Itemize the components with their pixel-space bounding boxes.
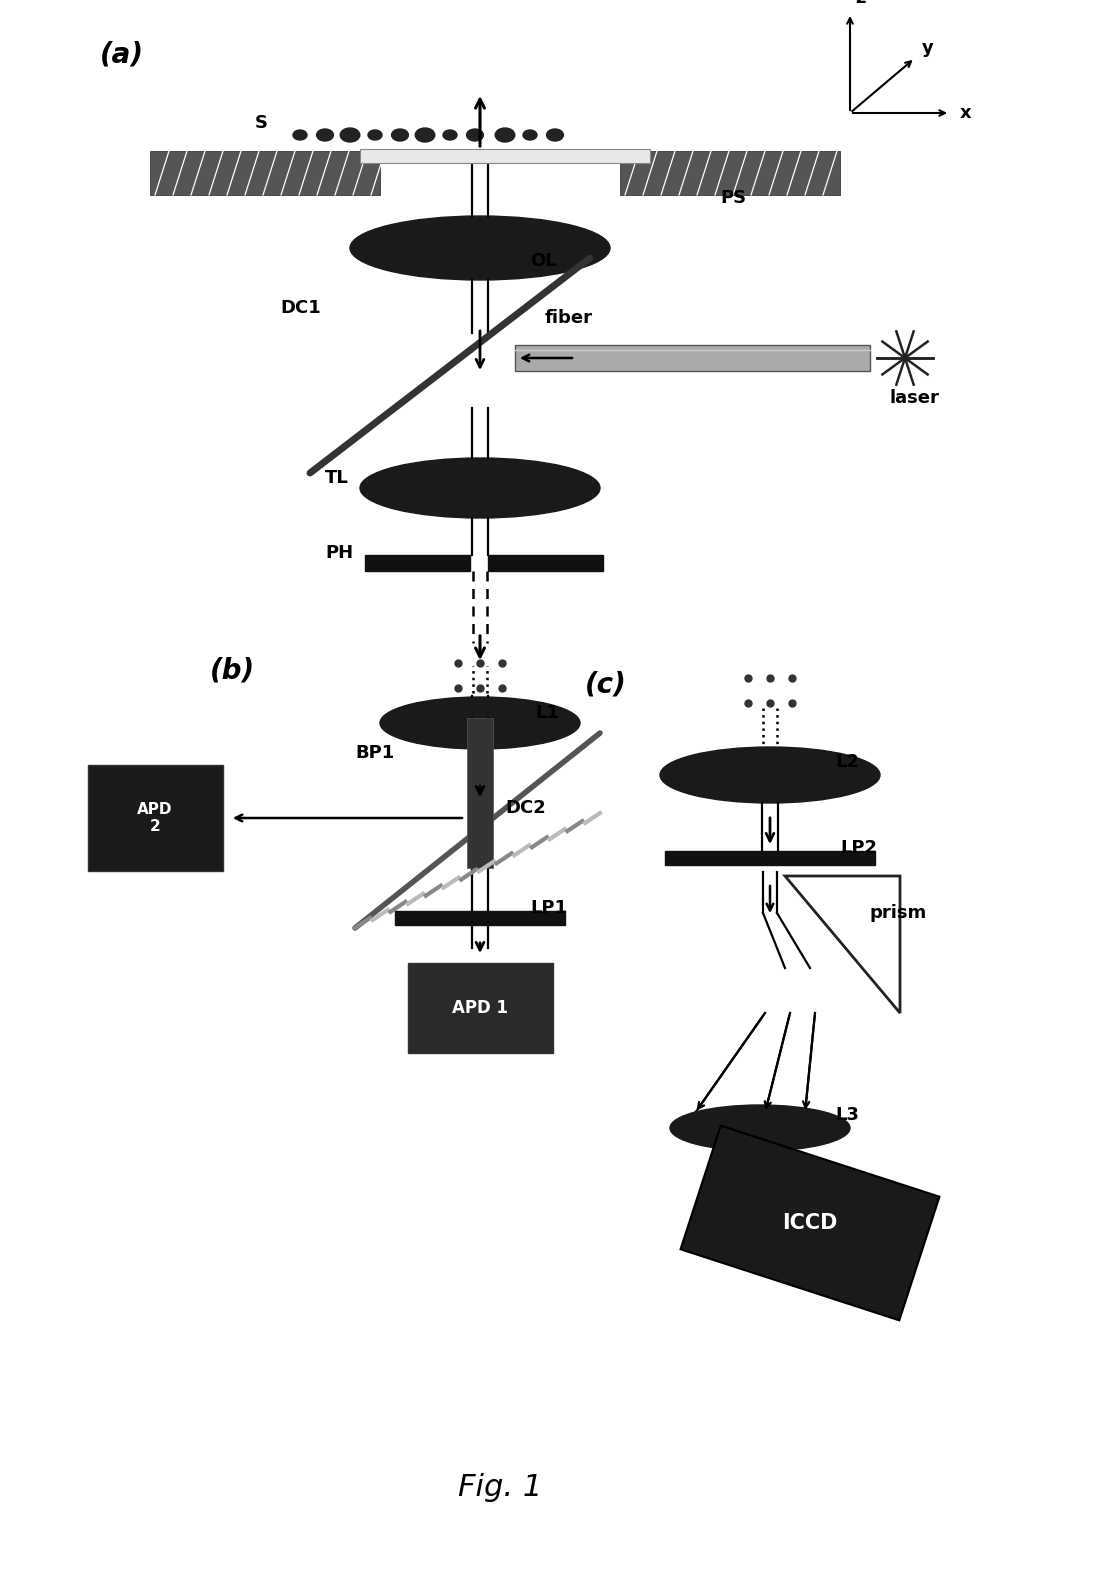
Ellipse shape xyxy=(367,131,382,140)
Text: APD 1: APD 1 xyxy=(452,999,508,1016)
Text: L3: L3 xyxy=(835,1106,859,1125)
Ellipse shape xyxy=(415,127,434,142)
Text: TL: TL xyxy=(325,468,349,487)
Ellipse shape xyxy=(495,127,514,142)
Text: (c): (c) xyxy=(585,671,626,699)
Bar xyxy=(620,151,840,194)
Bar xyxy=(365,554,470,570)
Bar xyxy=(150,151,380,194)
Ellipse shape xyxy=(340,127,360,142)
Text: x: x xyxy=(960,104,972,123)
Text: PS: PS xyxy=(720,190,746,207)
Text: fiber: fiber xyxy=(545,309,593,327)
Text: ICCD: ICCD xyxy=(782,1212,838,1233)
Ellipse shape xyxy=(670,1106,850,1152)
Text: APD
2: APD 2 xyxy=(137,801,172,835)
Text: LP1: LP1 xyxy=(530,898,567,918)
Text: DC1: DC1 xyxy=(280,299,320,317)
Ellipse shape xyxy=(380,698,580,749)
Bar xyxy=(395,911,565,926)
Ellipse shape xyxy=(317,129,333,142)
Ellipse shape xyxy=(443,131,457,140)
Ellipse shape xyxy=(293,131,307,140)
Bar xyxy=(665,851,875,865)
Text: OL: OL xyxy=(530,252,556,269)
Bar xyxy=(514,346,870,371)
Bar xyxy=(467,718,493,868)
Ellipse shape xyxy=(360,459,600,518)
Ellipse shape xyxy=(523,131,538,140)
Text: LP2: LP2 xyxy=(840,840,877,857)
Text: BP1: BP1 xyxy=(355,744,394,761)
Text: (a): (a) xyxy=(100,41,144,68)
Bar xyxy=(407,964,553,1053)
Text: L2: L2 xyxy=(835,753,859,771)
Ellipse shape xyxy=(546,129,564,142)
Ellipse shape xyxy=(466,129,484,142)
Text: S: S xyxy=(255,115,268,132)
Bar xyxy=(88,766,223,870)
Text: L1: L1 xyxy=(535,704,558,722)
Ellipse shape xyxy=(392,129,408,142)
Bar xyxy=(360,150,651,162)
Polygon shape xyxy=(680,1126,939,1321)
Bar xyxy=(488,554,603,570)
Text: DC2: DC2 xyxy=(505,800,545,817)
Text: PH: PH xyxy=(325,543,353,562)
Text: z: z xyxy=(855,0,866,6)
Text: Fig. 1: Fig. 1 xyxy=(457,1474,542,1502)
Text: prism: prism xyxy=(870,903,927,922)
Ellipse shape xyxy=(350,217,610,280)
Text: (b): (b) xyxy=(210,656,256,683)
Text: laser: laser xyxy=(890,389,940,406)
Ellipse shape xyxy=(660,747,880,803)
Text: y: y xyxy=(921,38,934,57)
